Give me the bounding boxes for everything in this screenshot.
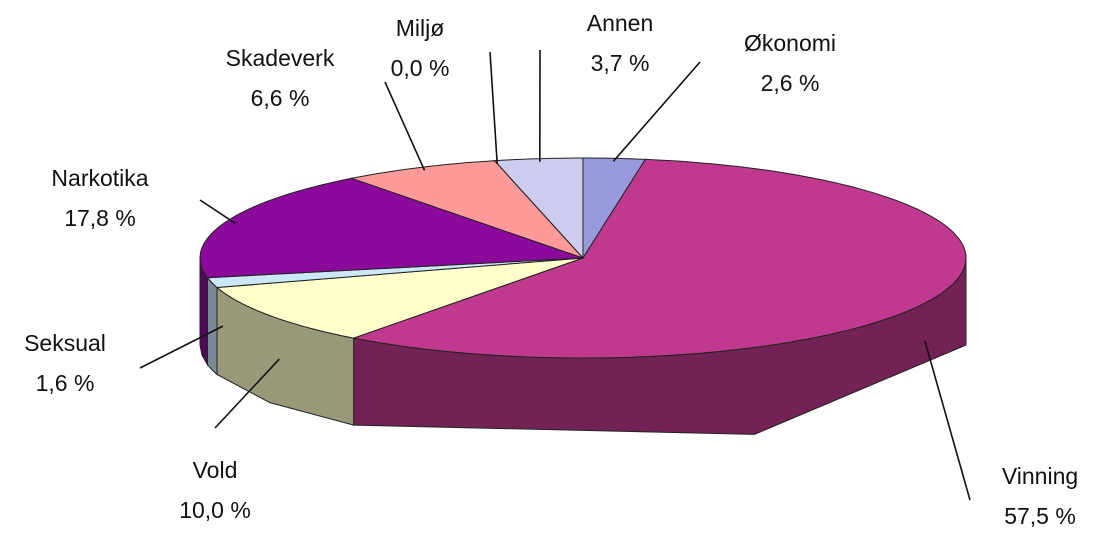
slice-side (207, 276, 218, 376)
leader-line (199, 199, 237, 225)
slice-value-label: 57,5 % (1004, 503, 1076, 529)
slice-label: Narkotika (51, 165, 148, 191)
slice (206, 257, 584, 289)
slice-label: Skadeverk (226, 45, 335, 71)
slice-value-label: 3,7 % (591, 50, 650, 76)
slice-label: Økonomi (744, 30, 836, 56)
slice-label: Vinning (1002, 463, 1078, 489)
slice (215, 257, 584, 339)
leader-line (214, 358, 280, 429)
leader-line (924, 340, 971, 501)
slice (493, 157, 584, 260)
slice-label: Annen (587, 10, 654, 36)
slice-value-label: 0,0 % (391, 55, 450, 81)
leader-line (489, 51, 498, 164)
slice (351, 158, 967, 359)
slice-value-label: 6,6 % (251, 85, 310, 111)
slice-value-label: 10,0 % (179, 497, 251, 523)
slice-value-label: 1,6 % (36, 370, 95, 396)
slice (349, 160, 584, 259)
slice-label: Vold (193, 457, 238, 483)
slice (199, 177, 584, 279)
leader-line (612, 61, 701, 162)
leader-line (384, 81, 426, 171)
slice-label: Seksual (24, 330, 106, 356)
slice-value-label: 17,8 % (64, 205, 136, 231)
leader-line (139, 325, 224, 369)
slice-value-label: 2,6 % (761, 70, 820, 96)
slice-label: Miljø (396, 15, 445, 41)
